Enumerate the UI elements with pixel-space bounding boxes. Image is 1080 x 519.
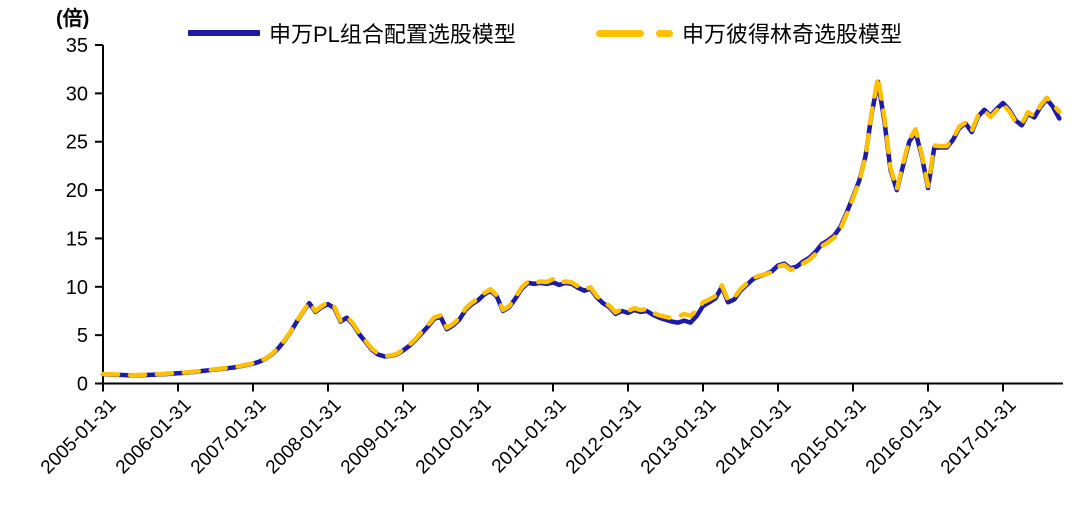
y-tick-label: 20 — [66, 180, 88, 202]
x-tick-label: 2015-01-31 — [787, 395, 871, 479]
x-tick-label: 2006-01-31 — [112, 395, 196, 479]
x-tick-label: 2007-01-31 — [187, 395, 271, 479]
y-tick-label: 5 — [77, 325, 88, 347]
x-tick-label: 2009-01-31 — [337, 395, 421, 479]
x-tick-label: 2008-01-31 — [262, 395, 346, 479]
legend-entry-lynch-model: 申万彼得林奇选股模型 — [596, 20, 903, 47]
y-tick-label: 15 — [66, 228, 88, 250]
series-line-pl-model — [100, 79, 1062, 378]
y-tick-label: 10 — [66, 277, 88, 299]
y-tick-label: 0 — [77, 374, 88, 396]
series-line-lynch-model — [100, 74, 1062, 378]
x-tick-label: 2013-01-31 — [637, 395, 721, 479]
x-tick-label: 2010-01-31 — [412, 395, 496, 479]
legend-label-lynch-model: 申万彼得林奇选股模型 — [682, 22, 903, 47]
legend-dashed-line-swatch — [596, 29, 673, 37]
x-tick-label: 2017-01-31 — [937, 395, 1021, 479]
legend-solid-line-swatch — [188, 30, 260, 36]
x-tick-label: 2012-01-31 — [562, 395, 646, 479]
y-tick-label: 35 — [66, 35, 88, 57]
y-tick-label: 30 — [66, 83, 88, 105]
legend-label-pl-model: 申万PL组合配置选股模型 — [269, 22, 516, 47]
chart-legend: 申万PL组合配置选股模型 申万彼得林奇选股模型 — [0, 0, 1080, 47]
legend-dash-long — [596, 29, 644, 37]
legend-entry-pl-model: 申万PL组合配置选股模型 — [188, 20, 516, 47]
x-tick-label: 2011-01-31 — [488, 395, 571, 478]
x-tick-label: 2014-01-31 — [712, 395, 796, 479]
y-axis-unit-label: (倍) — [56, 8, 90, 30]
legend-dash-short — [656, 29, 673, 37]
x-tick-label: 2005-01-31 — [37, 395, 121, 479]
y-tick-label: 25 — [66, 132, 88, 154]
x-tick-label: 2016-01-31 — [862, 395, 946, 479]
